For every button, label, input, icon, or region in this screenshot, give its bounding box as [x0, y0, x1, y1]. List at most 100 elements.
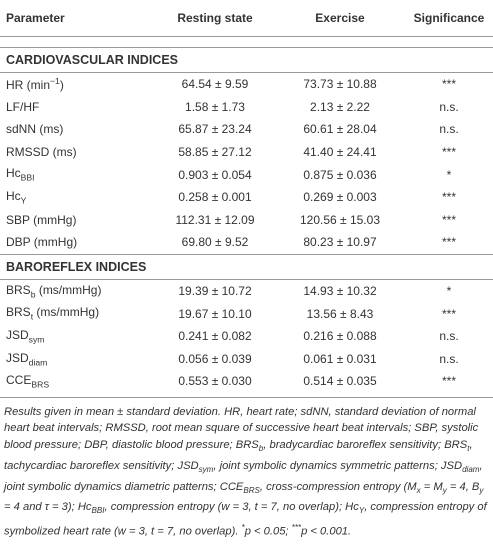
- rest-cell: 64.54 ± 9.59: [181, 77, 249, 92]
- footnote-subscript: BRS: [243, 485, 260, 495]
- exercise-cell: 13.56 ± 8.43: [306, 306, 374, 321]
- rest-cell: 112.31 ± 12.09: [175, 212, 255, 227]
- footnote-text: p < 0.001.: [301, 525, 352, 538]
- footnote-subscript: y: [479, 485, 484, 495]
- rest-cell: 0.903 ± 0.054: [178, 167, 252, 182]
- parameter-text: Hc: [6, 189, 21, 204]
- footnote-text: p < 0.05;: [244, 525, 292, 538]
- parameter-text: sdNN (ms): [6, 122, 64, 137]
- section-row: BAROREFLEX INDICES: [0, 253, 493, 280]
- parameter-cell: HcY: [0, 186, 155, 209]
- data-row: BRSt (ms/mmHg) 19.67 ± 10.10 13.56 ± 8.43 *…: [0, 302, 493, 325]
- footnote-subscript: t: [467, 444, 470, 454]
- parameter-cell: BRSt (ms/mmHg): [0, 302, 155, 325]
- parameter-text: BRS: [6, 305, 31, 320]
- data-row: sdNN (ms) 65.87 ± 23.24 60.61 ± 28.04 n.s.: [0, 118, 493, 141]
- parameter-sub: BRS: [31, 379, 50, 390]
- footnote-text: Results given in mean ± standard deviati…: [4, 405, 479, 451]
- column-header: Significance: [405, 0, 493, 37]
- parameter-cell: SBP (mmHg): [0, 209, 155, 232]
- footnote-subscript: x: [416, 485, 421, 495]
- section-title: BAROREFLEX INDICES: [0, 253, 493, 280]
- parameter-cell: LF/HF: [0, 96, 155, 119]
- data-row: JSDdiam 0.056 ± 0.039 0.061 ± 0.031 n.s.: [0, 348, 493, 371]
- footnote-text: , tachycardiac baroreflex sensitivity; J…: [4, 438, 473, 472]
- footnote-subscript: y: [442, 485, 447, 495]
- sig-cell: n.s.: [439, 351, 459, 366]
- parameter-sub: BBI: [20, 172, 35, 183]
- data-row: JSDsym 0.241 ± 0.082 0.216 ± 0.088 n.s.: [0, 325, 493, 348]
- parameter-cell: JSDsym: [0, 325, 155, 348]
- parameter-text: JSD: [6, 350, 29, 365]
- parameter-cell: JSDdiam: [0, 348, 155, 371]
- footnote-text: , joint symbolic dynamics diametric patt…: [4, 459, 483, 493]
- spacer: [0, 37, 493, 48]
- footnote-text: , joint symbolic dynamics symmetric patt…: [213, 459, 463, 472]
- sig-cell: *: [446, 284, 452, 299]
- exercise-cell: 0.269 ± 0.003: [303, 190, 377, 205]
- parameter-cell: CCEBRS: [0, 370, 155, 393]
- section-row: CARDIOVASCULAR INDICES: [0, 47, 493, 73]
- sig-cell: *: [446, 167, 452, 182]
- sig-cell: ***: [441, 212, 456, 227]
- parameter-sup: −1: [50, 76, 60, 87]
- parameter-text: BRS: [6, 282, 31, 297]
- spacer-cell: [0, 37, 493, 48]
- exercise-cell: 0.875 ± 0.036: [303, 167, 377, 182]
- exercise-cell: 0.514 ± 0.035: [303, 374, 377, 389]
- data-row: HcY 0.258 ± 0.001 0.269 ± 0.003 ***: [0, 186, 493, 209]
- footnote-subscript: BBI: [91, 506, 105, 516]
- sig-cell: ***: [441, 145, 456, 160]
- exercise-cell: 41.40 ± 24.41: [303, 145, 377, 160]
- footnote-subscript: sym: [198, 464, 214, 474]
- data-row: DBP (mmHg) 69.80 ± 9.52 80.23 ± 10.97 ***: [0, 231, 493, 254]
- rest-cell: 0.056 ± 0.039: [178, 351, 252, 366]
- footnote-text: , cross-compression entropy (M: [259, 480, 417, 493]
- parameter-text: DBP (mmHg): [6, 235, 78, 250]
- exercise-cell: 120.56 ± 15.03: [300, 212, 380, 227]
- rest-cell: 19.39 ± 10.72: [178, 284, 252, 299]
- column-header: Resting state: [155, 0, 275, 37]
- exercise-cell: 0.061 ± 0.031: [303, 351, 377, 366]
- sig-cell: ***: [441, 235, 456, 250]
- footnote-subscript: diam: [462, 464, 480, 474]
- parameter-text: HR (min: [6, 78, 50, 93]
- header-row: Parameter Resting state Exercise Significan…: [0, 0, 493, 37]
- footnote-subscript: b: [258, 444, 264, 454]
- rest-cell: 69.80 ± 9.52: [181, 235, 249, 250]
- data-row: CCEBRS 0.553 ± 0.030 0.514 ± 0.035 ***: [0, 370, 493, 393]
- sig-cell: ***: [441, 77, 456, 92]
- column-header: Exercise: [275, 0, 405, 37]
- results-table: Parameter Resting state Exercise Significan…: [0, 0, 493, 393]
- sig-cell: ***: [441, 374, 456, 389]
- sig-cell: ***: [441, 190, 456, 205]
- parameter-sub: diam: [28, 357, 48, 368]
- rest-cell: 58.85 ± 27.12: [178, 145, 252, 160]
- exercise-cell: 60.61 ± 28.04: [303, 122, 377, 137]
- sig-cell: n.s.: [439, 99, 459, 114]
- parameter-after: (ms/mmHg): [35, 282, 102, 297]
- exercise-cell: 0.216 ± 0.088: [303, 329, 377, 344]
- rest-cell: 0.553 ± 0.030: [178, 374, 252, 389]
- sig-cell: n.s.: [439, 122, 459, 137]
- data-row: HR (min−1) 64.54 ± 9.59 73.73 ± 10.88 ***: [0, 73, 493, 96]
- parameter-text: Hc: [6, 166, 21, 181]
- exercise-cell: 73.73 ± 10.88: [303, 77, 377, 92]
- parameter-cell: HR (min−1): [0, 73, 155, 96]
- data-row: SBP (mmHg) 112.31 ± 12.09 120.56 ± 15.03 **…: [0, 209, 493, 232]
- section-title: CARDIOVASCULAR INDICES: [0, 47, 493, 73]
- footnote-text: , compression entropy (w = 3, t = 7, no …: [104, 501, 359, 514]
- exercise-cell: 80.23 ± 10.97: [303, 235, 377, 250]
- parameter-sub: t: [30, 311, 34, 322]
- parameter-cell: HcBBI: [0, 163, 155, 186]
- parameter-cell: DBP (mmHg): [0, 231, 155, 254]
- parameter-text: CCE: [6, 373, 32, 388]
- parameter-after: (ms/mmHg): [33, 305, 100, 320]
- data-row: BRSb (ms/mmHg) 19.39 ± 10.72 14.93 ± 10.32…: [0, 279, 493, 302]
- parameter-sub: Y: [20, 195, 27, 206]
- parameter-cell: BRSb (ms/mmHg): [0, 279, 155, 302]
- parameter-text: LF/HF: [6, 99, 40, 114]
- footnote-text: = 4, B: [446, 480, 480, 493]
- footnote-text: , bradycardiac baroreflex sensitivity; B…: [263, 438, 468, 451]
- rest-cell: 0.258 ± 0.001: [178, 190, 252, 205]
